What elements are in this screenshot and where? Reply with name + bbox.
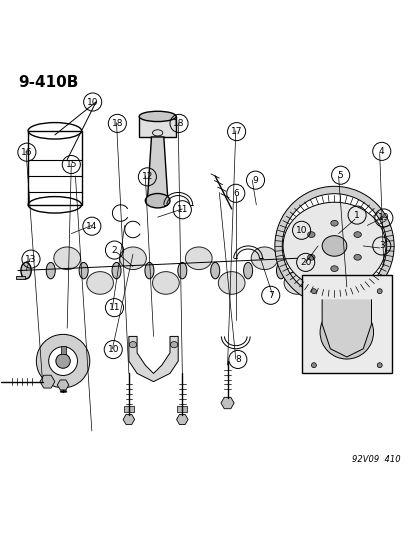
Text: 92V09  410: 92V09 410: [351, 455, 399, 464]
Text: 10: 10: [87, 98, 98, 107]
Ellipse shape: [243, 262, 252, 279]
Text: 8: 8: [235, 355, 240, 364]
Ellipse shape: [170, 342, 177, 348]
Ellipse shape: [251, 247, 277, 270]
Ellipse shape: [311, 289, 316, 294]
Ellipse shape: [145, 262, 154, 279]
Polygon shape: [40, 375, 55, 388]
Polygon shape: [128, 336, 178, 382]
Ellipse shape: [353, 254, 361, 260]
Ellipse shape: [46, 262, 55, 279]
Ellipse shape: [353, 232, 361, 238]
Ellipse shape: [185, 247, 211, 270]
Ellipse shape: [282, 202, 385, 289]
Ellipse shape: [307, 232, 314, 238]
Ellipse shape: [129, 342, 136, 348]
Text: 16: 16: [21, 148, 33, 157]
Text: 7: 7: [267, 291, 273, 300]
Text: 10: 10: [295, 226, 306, 235]
Text: 6: 6: [233, 189, 238, 198]
Ellipse shape: [21, 262, 31, 279]
Ellipse shape: [376, 363, 381, 368]
Text: 19: 19: [377, 214, 389, 222]
Ellipse shape: [177, 262, 186, 279]
Ellipse shape: [330, 220, 337, 226]
Text: 11: 11: [109, 303, 120, 312]
Text: 1: 1: [354, 211, 359, 220]
Ellipse shape: [210, 262, 219, 279]
Ellipse shape: [276, 262, 285, 279]
Text: 9: 9: [252, 176, 258, 184]
Text: 2: 2: [112, 246, 117, 255]
Text: 14: 14: [86, 222, 97, 231]
Bar: [177, 406, 187, 413]
Ellipse shape: [54, 247, 81, 270]
Text: 17: 17: [230, 127, 242, 136]
Text: 10: 10: [107, 345, 119, 354]
Text: 3: 3: [378, 241, 384, 251]
Bar: [16, 276, 25, 279]
Ellipse shape: [330, 266, 337, 271]
Polygon shape: [147, 137, 168, 201]
Text: 15: 15: [65, 160, 77, 169]
Ellipse shape: [283, 272, 310, 294]
Ellipse shape: [218, 272, 244, 294]
Text: 5: 5: [337, 171, 343, 180]
Ellipse shape: [321, 236, 346, 256]
FancyBboxPatch shape: [139, 116, 176, 137]
Polygon shape: [321, 300, 370, 357]
Ellipse shape: [152, 272, 179, 294]
Ellipse shape: [139, 111, 176, 122]
Text: 11: 11: [176, 205, 188, 214]
Ellipse shape: [79, 262, 88, 279]
Circle shape: [56, 354, 70, 368]
FancyBboxPatch shape: [301, 274, 391, 374]
Text: 18: 18: [173, 119, 184, 128]
Bar: [123, 406, 133, 413]
Ellipse shape: [145, 193, 170, 208]
Bar: [60, 346, 65, 354]
Text: 9-410B: 9-410B: [18, 75, 78, 90]
Text: 13: 13: [25, 255, 37, 264]
Ellipse shape: [119, 247, 146, 270]
Polygon shape: [176, 415, 188, 424]
Ellipse shape: [307, 254, 314, 260]
Ellipse shape: [311, 363, 316, 368]
Ellipse shape: [112, 262, 121, 279]
Polygon shape: [221, 397, 234, 409]
Polygon shape: [57, 380, 69, 390]
Text: 18: 18: [112, 119, 123, 128]
Polygon shape: [123, 415, 134, 424]
Ellipse shape: [86, 272, 113, 294]
Text: 20: 20: [299, 258, 311, 267]
Text: 4: 4: [378, 147, 384, 156]
Ellipse shape: [376, 289, 381, 294]
Text: 12: 12: [141, 172, 153, 181]
